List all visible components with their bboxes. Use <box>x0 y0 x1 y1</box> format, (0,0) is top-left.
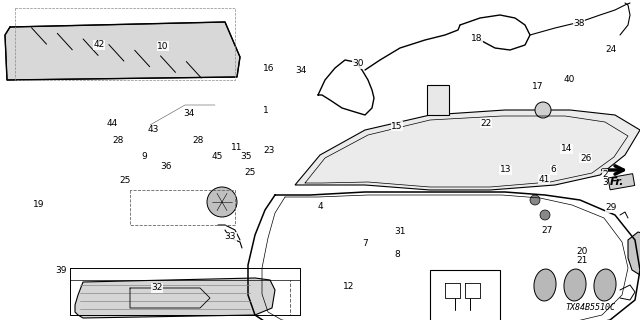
Text: TX84B5510C: TX84B5510C <box>565 303 615 313</box>
Text: 16: 16 <box>263 64 275 73</box>
Text: 34: 34 <box>295 66 307 75</box>
Polygon shape <box>628 232 640 275</box>
Text: 4: 4 <box>317 202 323 211</box>
Text: 24: 24 <box>605 45 617 54</box>
Text: 33: 33 <box>225 232 236 241</box>
Text: 25: 25 <box>119 176 131 185</box>
Text: 19: 19 <box>33 200 44 209</box>
Text: 20: 20 <box>577 247 588 256</box>
Text: 31: 31 <box>394 228 406 236</box>
Text: 8: 8 <box>394 250 399 259</box>
Text: 25: 25 <box>244 168 255 177</box>
Text: 29: 29 <box>605 204 617 212</box>
Circle shape <box>530 195 540 205</box>
Text: 11: 11 <box>231 143 243 152</box>
Text: 2: 2 <box>602 170 607 179</box>
Text: Fr.: Fr. <box>610 177 625 187</box>
Text: 7: 7 <box>362 239 367 248</box>
Text: 36: 36 <box>161 162 172 171</box>
Polygon shape <box>295 110 640 190</box>
Text: 43: 43 <box>148 125 159 134</box>
Text: 28: 28 <box>113 136 124 145</box>
Circle shape <box>540 210 550 220</box>
Text: 40: 40 <box>564 76 575 84</box>
Text: 28: 28 <box>193 136 204 145</box>
Text: 23: 23 <box>263 146 275 155</box>
Bar <box>608 174 635 190</box>
Text: 39: 39 <box>55 266 67 275</box>
Circle shape <box>207 187 237 217</box>
Circle shape <box>535 102 551 118</box>
Text: 12: 12 <box>343 282 355 291</box>
Text: 9: 9 <box>141 152 147 161</box>
Polygon shape <box>5 22 240 80</box>
Text: 35: 35 <box>241 152 252 161</box>
Ellipse shape <box>594 269 616 301</box>
Ellipse shape <box>534 269 556 301</box>
Text: 15: 15 <box>391 122 403 131</box>
Text: 45: 45 <box>212 152 223 161</box>
Text: 17: 17 <box>532 82 543 91</box>
Text: 10: 10 <box>157 42 169 51</box>
Text: 21: 21 <box>577 256 588 265</box>
Text: 38: 38 <box>573 20 585 28</box>
Polygon shape <box>75 278 275 318</box>
Ellipse shape <box>564 269 586 301</box>
Text: 1: 1 <box>263 106 268 115</box>
Text: 22: 22 <box>481 119 492 128</box>
Text: 30: 30 <box>353 60 364 68</box>
Text: 27: 27 <box>541 226 553 235</box>
Text: 3: 3 <box>602 178 607 187</box>
Text: 6: 6 <box>551 165 556 174</box>
Text: 26: 26 <box>580 154 591 163</box>
Text: 42: 42 <box>93 40 105 49</box>
Bar <box>430 270 500 320</box>
Text: 41: 41 <box>538 175 550 184</box>
Text: 14: 14 <box>561 144 572 153</box>
Bar <box>427 85 449 115</box>
Text: 32: 32 <box>151 284 163 292</box>
Text: 44: 44 <box>106 119 118 128</box>
Text: 34: 34 <box>183 109 195 118</box>
Text: 13: 13 <box>500 165 511 174</box>
Text: 18: 18 <box>471 34 483 43</box>
